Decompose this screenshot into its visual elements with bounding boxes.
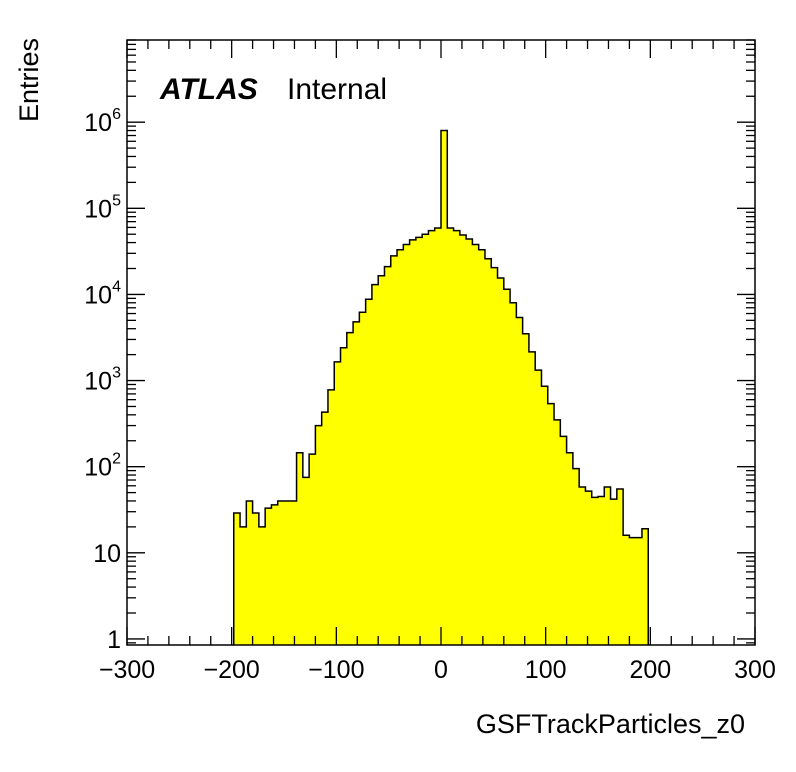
histogram-bin	[509, 302, 517, 646]
histogram-bin	[233, 512, 241, 646]
y-tick-label: 10	[93, 540, 121, 568]
histogram-bin	[283, 500, 291, 646]
x-tick-label: −200	[204, 656, 260, 684]
histogram-bin	[384, 266, 392, 646]
histogram-bin	[534, 369, 542, 646]
histogram-bin	[321, 411, 329, 646]
histogram-bin	[635, 537, 643, 646]
axis-ticks	[126, 39, 756, 645]
histogram-bin	[465, 238, 473, 646]
histogram-bin	[264, 507, 272, 646]
histogram-bin	[365, 298, 373, 646]
histogram-bin	[258, 526, 266, 646]
histogram-bin	[371, 284, 379, 646]
histogram-bin	[434, 227, 442, 646]
histogram-bin	[453, 230, 461, 646]
y-tick-label: 104	[84, 278, 121, 309]
histogram-bin	[478, 249, 486, 646]
y-tick-label: 106	[84, 106, 121, 137]
histogram-bin	[403, 244, 410, 646]
histogram-bin	[541, 385, 549, 646]
x-tick-label: 100	[525, 656, 567, 684]
y-tick-exponent: 4	[112, 278, 121, 295]
histogram-bin	[459, 234, 467, 646]
histogram-bin	[346, 332, 354, 646]
y-axis-title: Entries	[14, 38, 44, 122]
histogram-bin	[472, 244, 479, 646]
y-tick-base: 10	[84, 454, 112, 482]
x-tick-label: 300	[734, 656, 776, 684]
histogram-bin	[296, 452, 304, 646]
histogram-bin	[547, 403, 555, 646]
histogram-bin	[516, 317, 523, 646]
x-tick-labels: −300 −200 −100 0 100 200 300	[99, 656, 776, 684]
histogram-bin	[440, 130, 448, 646]
histogram-bin	[289, 500, 297, 646]
histogram-bin	[572, 468, 580, 646]
y-tick-exponent: 6	[112, 106, 121, 123]
y-tick-exponent: 3	[112, 365, 121, 382]
histogram-bin	[522, 333, 530, 646]
histogram-bin	[271, 504, 279, 646]
histogram-bin	[528, 351, 536, 646]
y-tick-base: 10	[84, 109, 112, 137]
histogram-bin	[490, 267, 498, 646]
histogram-bin	[566, 452, 574, 646]
histogram-bin	[409, 239, 417, 646]
histogram-bin	[428, 230, 436, 646]
histogram-bin	[622, 534, 630, 646]
histogram-bin	[641, 528, 649, 646]
histogram-outline	[233, 129, 649, 645]
y-tick-label: 1	[107, 626, 121, 654]
histogram-bin	[503, 288, 511, 646]
x-tick-label: −100	[308, 656, 364, 684]
histogram-bin	[359, 312, 366, 646]
histogram-bin	[421, 233, 429, 646]
histogram-bin	[591, 497, 599, 646]
histogram-bin	[553, 419, 561, 646]
histogram-bin	[578, 486, 586, 646]
histogram-bin	[315, 425, 322, 646]
histogram-bin	[396, 249, 404, 646]
histogram-bin	[352, 321, 360, 646]
histogram-bin	[616, 488, 624, 646]
histogram-bin	[239, 526, 247, 646]
histogram-bin	[560, 436, 567, 646]
y-tick-exponent: 2	[112, 451, 121, 468]
y-tick-base: 10	[84, 195, 112, 223]
histogram-bin	[333, 361, 341, 646]
y-tick-base: 10	[84, 368, 112, 396]
y-tick-label: 105	[84, 192, 121, 223]
histogram-bin	[610, 498, 618, 646]
x-tick-label: 200	[629, 656, 671, 684]
y-tick-label: 103	[84, 365, 121, 396]
atlas-label: ATLAS	[159, 73, 258, 106]
x-axis-title: GSFTrackParticles_z0	[476, 709, 745, 739]
x-tick-label: −300	[99, 656, 155, 684]
histogram-bin	[308, 453, 316, 646]
histogram-bin	[497, 277, 505, 646]
y-tick-exponent: 5	[112, 192, 121, 209]
histogram-bin	[597, 496, 605, 646]
internal-label: Internal	[287, 73, 387, 106]
histogram-bin	[446, 227, 454, 646]
histogram-bin	[277, 500, 285, 646]
histogram-bin	[629, 537, 636, 646]
histogram-bin	[340, 347, 348, 646]
histogram-bin	[484, 258, 492, 646]
histogram-bin	[415, 237, 423, 646]
histogram-bin	[377, 275, 385, 646]
histogram-bin	[246, 500, 253, 646]
histogram-bin	[327, 389, 335, 646]
histogram-bin	[302, 477, 310, 646]
histogram-bin	[390, 255, 398, 646]
y-tick-label: 102	[84, 451, 121, 482]
x-tick-label: 0	[434, 656, 448, 684]
histogram-bin	[585, 490, 593, 646]
y-tick-base: 10	[84, 281, 112, 309]
histogram-bin	[603, 486, 611, 646]
histogram-bin	[252, 512, 260, 646]
